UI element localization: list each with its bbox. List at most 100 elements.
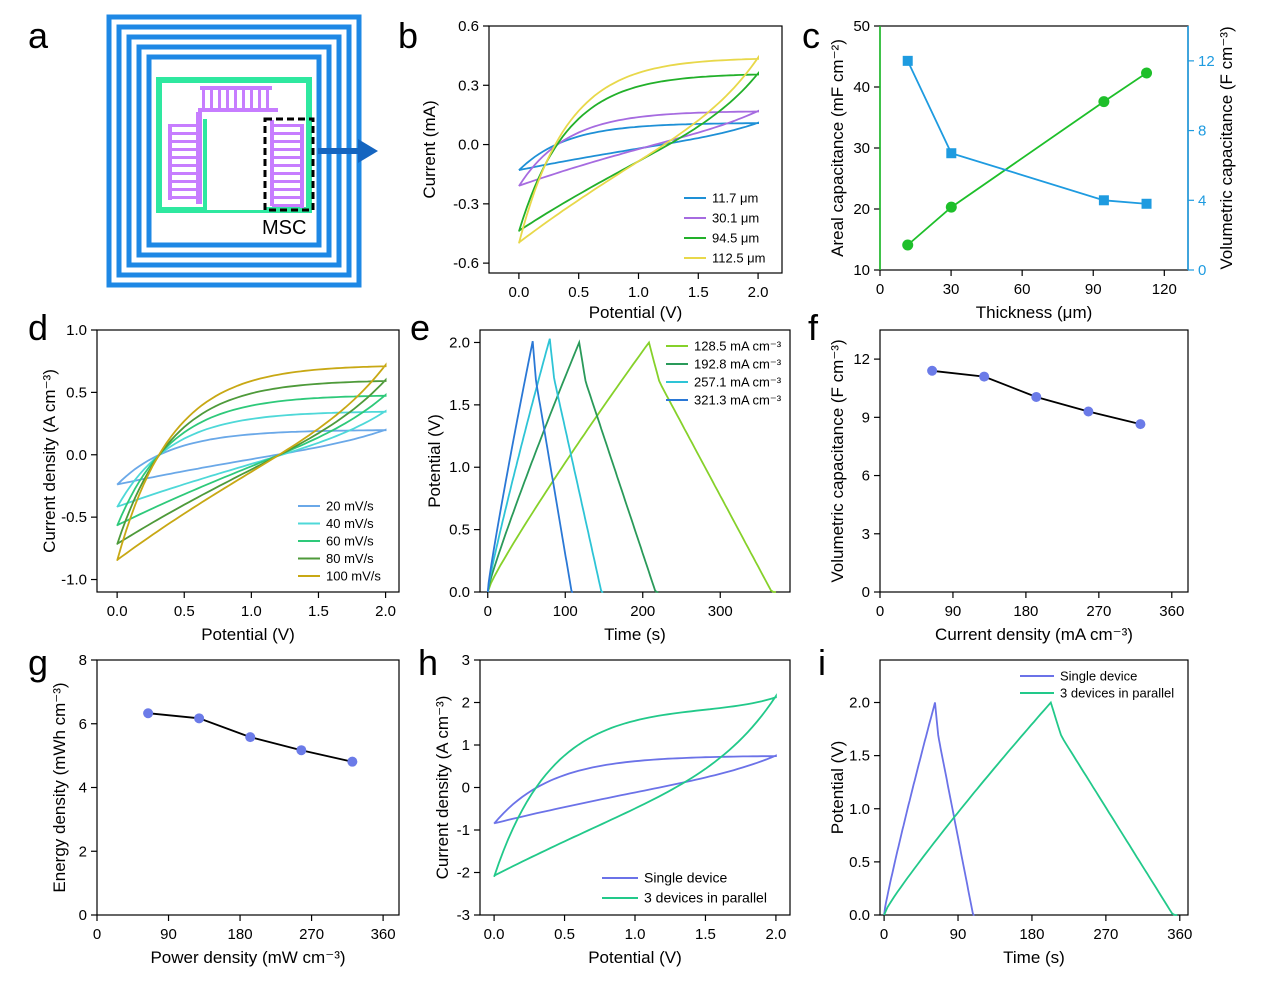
electrode-finger bbox=[210, 86, 213, 112]
panel-letter-i: i bbox=[818, 642, 826, 683]
y-tick-label: 40 bbox=[853, 79, 870, 96]
electrode-bus bbox=[270, 120, 274, 206]
electrode-finger bbox=[266, 86, 269, 112]
msc-highlight-box bbox=[263, 117, 315, 212]
y-tick-label: 1.0 bbox=[849, 801, 870, 818]
electrode-finger bbox=[170, 164, 198, 167]
electrode-finger bbox=[218, 86, 221, 112]
y-tick-label: 2.0 bbox=[449, 334, 470, 351]
arrow-icon bbox=[318, 139, 378, 163]
plot-frame-e bbox=[479, 329, 791, 593]
panel-letter-h: h bbox=[418, 642, 438, 683]
legend-label: 94.5 μm bbox=[712, 231, 759, 246]
cv-curve bbox=[518, 54, 759, 244]
chart-h: 0.0 0.5 1.0 1.5 2.0 -3 -2 -1 0 1 2 3 Potential (V) Cu… bbox=[433, 652, 791, 967]
cv-curve bbox=[116, 362, 387, 562]
data-point bbox=[979, 371, 990, 382]
x-tick-label: 1.5 bbox=[308, 603, 329, 620]
series-line-left bbox=[907, 72, 1148, 246]
y-tick-label: 4 bbox=[79, 780, 87, 797]
legend-label: 40 mV/s bbox=[326, 516, 374, 531]
x-axis-label-g: Power density (mW cm⁻³) bbox=[150, 948, 345, 967]
chart-e: 0 100 200 300 0.0 0.5 1.0 1.5 2.0 Time (s) Potenti… bbox=[425, 329, 791, 644]
legend-label: 100 mV/s bbox=[326, 569, 381, 584]
data-point bbox=[347, 756, 358, 767]
x-tick-label: 1.5 bbox=[695, 926, 716, 943]
electrode-finger bbox=[170, 140, 198, 143]
y-tick-label: 0.5 bbox=[849, 854, 870, 871]
y-axis-label-e: Potential (V) bbox=[425, 414, 444, 508]
y-tick-label: 2.0 bbox=[849, 695, 870, 712]
electrode-finger bbox=[226, 86, 229, 112]
y-tick-label: 6 bbox=[79, 716, 87, 733]
data-point bbox=[927, 365, 938, 376]
cv-curve bbox=[116, 377, 387, 545]
y-tick-label: -0.6 bbox=[453, 255, 479, 272]
panel-letter-c: c bbox=[802, 15, 820, 56]
x-axis-label-h: Potential (V) bbox=[588, 948, 682, 967]
electrode-finger bbox=[272, 132, 302, 135]
electrode-bus bbox=[168, 124, 172, 200]
y-right-tick-label: 8 bbox=[1198, 123, 1206, 140]
y-tick-label: 1.5 bbox=[849, 748, 870, 765]
x-tick-label: 1.5 bbox=[688, 284, 709, 301]
y-right-axis-label: Volumetric capacitance (F cm⁻³) bbox=[1217, 26, 1236, 269]
y-tick-label: 1 bbox=[462, 737, 470, 754]
panel-letter-g: g bbox=[28, 642, 48, 683]
cv-curve bbox=[518, 109, 759, 187]
plot-frame-c bbox=[879, 25, 1189, 271]
x-tick-label: 180 bbox=[1019, 926, 1044, 943]
data-point bbox=[1098, 195, 1109, 206]
y-tick-label: 0.3 bbox=[458, 77, 479, 94]
x-axis-label-d: Potential (V) bbox=[201, 625, 295, 644]
y-tick-label: 6 bbox=[862, 468, 870, 485]
gcd-curve bbox=[883, 702, 975, 916]
x-tick-label: 120 bbox=[1152, 281, 1177, 298]
x-tick-label: 0.5 bbox=[554, 926, 575, 943]
cv-curve bbox=[493, 754, 777, 825]
y-tick-label: 1.0 bbox=[449, 459, 470, 476]
data-point bbox=[245, 732, 256, 743]
y-tick-label: 0.5 bbox=[66, 384, 87, 401]
cv-curve bbox=[518, 70, 759, 232]
y-tick-label: 10 bbox=[853, 262, 870, 279]
charts: 0.0 0.5 1.0 1.5 2.0 -0.6 -0.3 0.0 0.3 0.6 Potentia… bbox=[40, 18, 1236, 967]
gcd-curve bbox=[883, 700, 1178, 916]
electrode-finger bbox=[272, 188, 302, 191]
y-tick-label: 30 bbox=[853, 140, 870, 157]
electrode-bus bbox=[300, 124, 304, 208]
electrode-finger bbox=[272, 196, 302, 199]
x-tick-label: 0.5 bbox=[174, 603, 195, 620]
electrode-finger bbox=[234, 86, 237, 112]
y-tick-label: 0.6 bbox=[458, 18, 479, 35]
electrode-finger bbox=[272, 172, 302, 175]
legend-label: 321.3 mA cm⁻³ bbox=[694, 393, 782, 408]
y-tick-label: 0.5 bbox=[449, 522, 470, 539]
legend-label: 60 mV/s bbox=[326, 534, 374, 549]
electrode-finger bbox=[258, 86, 261, 112]
y-tick-label: -1.0 bbox=[61, 572, 87, 589]
x-tick-label: 1.0 bbox=[625, 926, 646, 943]
electrode-finger bbox=[170, 124, 198, 127]
y-axis-label-f: Volumetric capacitance (F cm⁻³) bbox=[828, 339, 847, 582]
frame-inner-left bbox=[203, 119, 207, 210]
legend-label: 3 devices in parallel bbox=[1060, 686, 1174, 701]
plot-frame-g bbox=[96, 659, 400, 916]
data-point bbox=[1135, 419, 1146, 430]
y-tick-label: 0.0 bbox=[458, 137, 479, 154]
cv-curve bbox=[493, 693, 777, 878]
electrode-finger bbox=[170, 148, 198, 151]
x-tick-label: 1.0 bbox=[628, 284, 649, 301]
data-point bbox=[902, 55, 913, 66]
x-tick-label: 30 bbox=[943, 281, 960, 298]
electrode-finger bbox=[272, 140, 302, 143]
electrode-finger bbox=[272, 204, 302, 207]
y-tick-label: 3 bbox=[862, 526, 870, 543]
frame-gap bbox=[203, 119, 265, 210]
x-tick-label: 0 bbox=[880, 926, 888, 943]
electrode-finger bbox=[272, 164, 302, 167]
y-tick-label: 0 bbox=[79, 907, 87, 924]
y-tick-label: 8 bbox=[79, 652, 87, 669]
legend-label: 11.7 μm bbox=[712, 191, 758, 206]
